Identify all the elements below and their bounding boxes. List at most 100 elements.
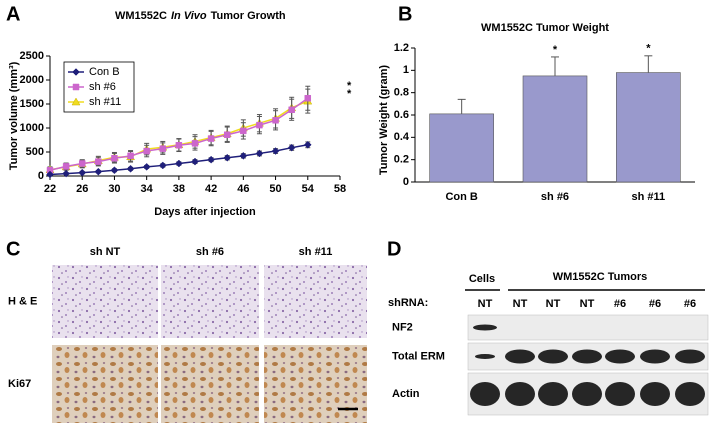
- marker: [46, 170, 54, 179]
- chart-title: WM1552C: [115, 10, 167, 22]
- marker: [207, 155, 215, 164]
- marker: [240, 127, 247, 135]
- marker: [288, 106, 295, 114]
- marker: [62, 163, 70, 170]
- annotation: *: [553, 44, 558, 56]
- marker: [126, 164, 135, 173]
- micrograph: [161, 265, 259, 338]
- legend-marker: [71, 97, 81, 106]
- x-tick-label: 38: [173, 183, 185, 195]
- chart-title: WM1552C Tumor Weight: [481, 22, 609, 34]
- x-tick-label: 30: [108, 183, 120, 195]
- y-axis-label: Tumor volume (mm³): [8, 61, 20, 170]
- marker: [175, 142, 183, 149]
- row-header: shRNA:: [388, 297, 428, 309]
- row-label: NF2: [392, 321, 413, 333]
- legend-label: Con B: [89, 66, 120, 78]
- legend-label: sh #11: [89, 96, 121, 108]
- blot-band: [505, 349, 535, 364]
- y-tick-label: 1.2: [394, 42, 409, 54]
- micrograph: [161, 345, 259, 423]
- header: Cells: [469, 273, 495, 285]
- micrograph: [52, 265, 158, 338]
- marker: [223, 131, 231, 138]
- marker: [143, 147, 150, 155]
- marker: [255, 149, 264, 158]
- legend-marker: [72, 83, 80, 91]
- y-tick-label: 1500: [20, 98, 44, 110]
- micrograph: [264, 265, 367, 338]
- blot-band: [640, 382, 670, 406]
- legend-label: sh #6: [89, 81, 116, 93]
- x-tick-label: 54: [302, 183, 315, 195]
- x-tick-label: 22: [44, 183, 56, 195]
- blot-band: [572, 382, 602, 406]
- micrograph: [52, 345, 158, 423]
- x-tick-label: 58: [334, 183, 346, 195]
- lane-label: #6: [684, 298, 696, 310]
- x-tick-label: sh #11: [632, 191, 666, 203]
- marker: [94, 167, 103, 176]
- marker: [223, 153, 232, 162]
- marker: [46, 166, 54, 174]
- x-tick-label: 46: [237, 183, 249, 195]
- bar: [616, 72, 681, 183]
- y-tick-label: 0: [38, 170, 44, 182]
- marker: [303, 140, 312, 149]
- chart-title: Tumor Growth: [211, 10, 286, 22]
- bar: [522, 75, 588, 183]
- y-tick-label: 500: [26, 146, 44, 158]
- panel-letter: A: [6, 3, 20, 25]
- x-tick-label: 50: [269, 183, 281, 195]
- row-label: Actin: [392, 388, 420, 400]
- marker: [271, 147, 280, 155]
- marker: [256, 121, 263, 129]
- column-header: sh #6: [196, 246, 224, 258]
- y-tick-label: 0: [403, 176, 409, 188]
- y-tick-label: 2000: [20, 74, 44, 86]
- marker: [159, 145, 167, 152]
- marker: [239, 151, 248, 160]
- x-tick-label: 42: [205, 183, 217, 195]
- x-tick-label: Con B: [445, 191, 477, 203]
- lane-label: #6: [649, 298, 661, 310]
- marker: [191, 157, 199, 166]
- marker: [175, 159, 183, 168]
- blot-band: [605, 382, 635, 406]
- panel-letter: D: [387, 238, 401, 260]
- blot-band: [473, 324, 497, 331]
- marker: [142, 163, 151, 171]
- y-tick-label: 0.6: [394, 109, 409, 121]
- header: WM1552C Tumors: [553, 271, 648, 283]
- lane-label: #6: [614, 298, 626, 310]
- row-label: Ki67: [8, 378, 31, 390]
- blot-band: [505, 382, 535, 406]
- x-tick-label: sh #6: [541, 191, 569, 203]
- blot-band: [475, 354, 495, 359]
- annotation: *: [347, 80, 352, 92]
- blot-band: [572, 349, 602, 364]
- y-axis-label: Tumor Weight (gram): [378, 65, 390, 176]
- blot-strip: [467, 314, 709, 341]
- blot-band: [538, 382, 568, 406]
- marker: [111, 154, 118, 162]
- lane-label: NT: [478, 298, 493, 310]
- marker: [158, 161, 167, 170]
- blot-band: [470, 382, 500, 406]
- blot-band: [675, 382, 705, 406]
- marker: [62, 169, 70, 178]
- y-tick-label: 1: [403, 64, 409, 76]
- lane-label: NT: [580, 298, 595, 310]
- lane-label: NT: [546, 298, 561, 310]
- row-label: H & E: [8, 295, 37, 307]
- marker: [78, 160, 86, 167]
- marker: [207, 135, 215, 142]
- y-tick-label: 0.2: [394, 154, 409, 166]
- panel-letter: C: [6, 238, 20, 260]
- x-tick-label: 34: [141, 183, 154, 195]
- y-tick-label: 0.4: [394, 131, 410, 143]
- column-header: sh #11: [299, 246, 333, 258]
- chart-title: In Vivo: [171, 10, 207, 22]
- marker: [287, 143, 296, 152]
